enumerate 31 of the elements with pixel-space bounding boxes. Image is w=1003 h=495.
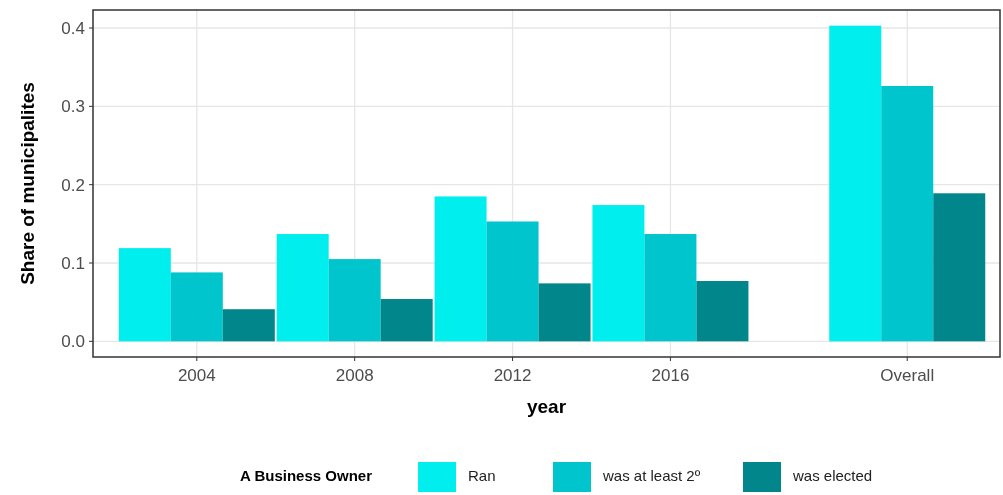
- y-tick-label: 0.4: [61, 18, 85, 38]
- bar: [118, 248, 171, 342]
- y-tick-label: 0.1: [61, 253, 85, 273]
- x-axis-title: year: [526, 396, 567, 417]
- y-tick-label: 0.2: [61, 175, 85, 195]
- bar: [538, 283, 591, 342]
- x-tick-label: 2016: [651, 366, 690, 385]
- bar: [644, 234, 697, 342]
- bar: [276, 234, 329, 342]
- bar: [592, 205, 645, 342]
- bar: [486, 221, 539, 342]
- bar: [881, 85, 934, 342]
- x-tick-label: 2004: [177, 366, 216, 385]
- x-tick-label: 2008: [335, 366, 374, 385]
- legend-label: Ran: [468, 467, 496, 484]
- x-tick-label: Overall: [880, 366, 935, 385]
- bar: [434, 196, 487, 342]
- bar: [696, 281, 749, 342]
- y-tick-label: 0.3: [61, 97, 85, 117]
- legend-title: A Business Owner: [240, 467, 373, 484]
- bar: [170, 272, 223, 342]
- bar: [222, 309, 275, 342]
- y-axis-title: Share of municipalites: [17, 82, 38, 285]
- bar: [829, 25, 882, 342]
- legend-label: was elected: [792, 467, 873, 484]
- bar: [933, 193, 986, 342]
- x-tick-label: 2012: [493, 366, 532, 385]
- y-tick-label: 0.0: [61, 332, 85, 352]
- legend-label: was at least 2º: [602, 467, 701, 484]
- bar: [380, 299, 433, 342]
- bar: [328, 259, 381, 342]
